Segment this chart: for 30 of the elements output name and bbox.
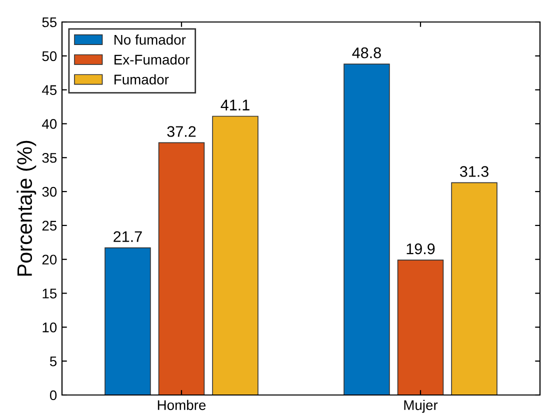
y-tick-label: 10 [42, 322, 57, 332]
y-tick-label: 0 [50, 390, 57, 400]
data-label: 19.9 [406, 243, 435, 254]
x-tick-label: Hombre [158, 400, 206, 410]
bar [212, 116, 258, 395]
y-tick-label: 15 [42, 288, 57, 298]
y-tick-label: 30 [42, 186, 57, 197]
y-tick-label: 50 [42, 51, 57, 62]
legend-label: No fumador [114, 34, 186, 45]
bar [158, 142, 205, 395]
bar [344, 64, 390, 395]
data-label: 41.1 [220, 100, 250, 110]
y-axis-title: Porcentaje (%) [16, 140, 36, 276]
x-tick-label: Mujer [404, 400, 438, 413]
bar [104, 247, 151, 395]
y-tick-label: 40 [42, 119, 57, 129]
bar [451, 182, 498, 395]
legend-label: Fumador [114, 74, 169, 84]
bar [397, 260, 444, 395]
data-label: 21.7 [114, 231, 142, 242]
y-tick-label: 25 [42, 220, 57, 231]
y-tick-label: 55 [42, 17, 57, 28]
y-tick-label: 5 [50, 356, 57, 366]
data-label: 48.8 [352, 47, 381, 58]
data-label: 37.2 [167, 126, 196, 137]
y-tick-label: 20 [42, 254, 57, 265]
y-tick-label: 45 [42, 85, 57, 95]
data-label: 31.3 [460, 166, 488, 177]
legend-label: Ex-Fumador [114, 54, 190, 65]
y-tick-label: 35 [42, 152, 57, 163]
